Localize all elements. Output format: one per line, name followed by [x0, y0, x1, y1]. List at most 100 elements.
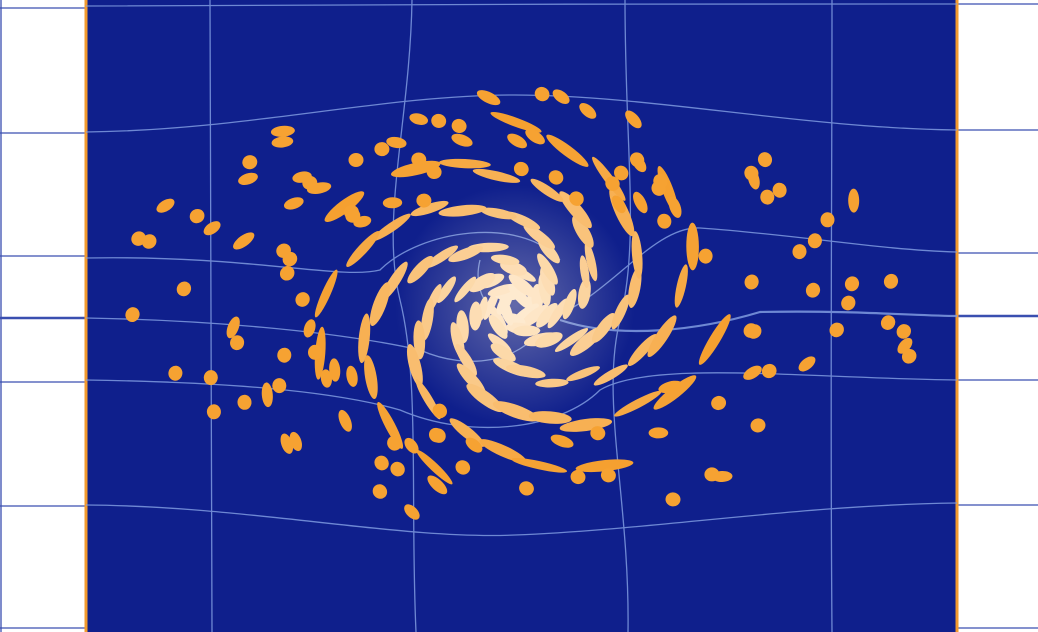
swirl-streak — [647, 315, 677, 358]
swirl-streak — [523, 223, 556, 250]
scatter-dot — [261, 382, 273, 408]
swirl-streak — [528, 411, 572, 424]
scatter-dot — [226, 316, 240, 339]
scatter-dot — [307, 344, 323, 360]
scatter-dot — [651, 181, 666, 196]
scatter-dot — [156, 198, 175, 213]
scatter-dot — [743, 323, 759, 338]
scatter-dot — [282, 251, 298, 267]
swirl-streak — [593, 364, 628, 386]
swirl-streak — [390, 160, 441, 178]
scatter-dot — [744, 274, 759, 290]
scatter-dot — [569, 191, 584, 206]
scatter-dot — [272, 378, 287, 394]
scatter-dot — [338, 409, 352, 432]
scatter-dot — [303, 319, 316, 338]
scatter-dot — [513, 161, 529, 177]
swirl-streak — [627, 334, 658, 366]
swirl-streak — [537, 253, 558, 285]
scatter-dot — [465, 437, 483, 453]
core-glow — [395, 185, 635, 425]
swirl-streak — [535, 378, 569, 388]
swirl-streak — [534, 332, 563, 348]
scatter-dot — [883, 273, 899, 289]
swirl-streak — [358, 313, 371, 364]
scatter-dot — [552, 89, 570, 104]
scatter-dot — [455, 460, 471, 475]
swirl-streak — [698, 314, 731, 365]
scatter-dot — [279, 266, 295, 281]
scatter-dot — [238, 172, 258, 186]
swirl-streak — [546, 134, 589, 167]
swirl-streak — [420, 298, 434, 341]
scatter-dot — [125, 307, 140, 322]
scatter-dot — [374, 142, 390, 157]
scatter-dot — [507, 133, 527, 149]
scatter-dot — [757, 152, 773, 168]
scatter-dot — [426, 164, 442, 180]
scatter-dot — [280, 433, 294, 454]
swirl-streak — [455, 343, 477, 376]
scatter-dot — [519, 481, 534, 496]
swirl-streak — [480, 207, 517, 220]
swirl-streak — [513, 325, 541, 337]
scatter-dot — [590, 426, 606, 441]
scatter-dot — [743, 365, 762, 380]
scatter-dot — [841, 295, 856, 311]
scatter-dot — [648, 427, 669, 439]
scatter-dot — [844, 276, 860, 292]
scatter-dot — [411, 152, 427, 167]
swirl-streak — [472, 168, 521, 183]
scatter-dot — [600, 468, 616, 483]
scatter-dot — [295, 292, 310, 307]
scatter-dot — [525, 128, 545, 145]
scatter-dot — [570, 469, 586, 485]
swirl-streak — [490, 343, 516, 362]
swirl-streak — [611, 294, 630, 330]
scatter-dot — [614, 165, 629, 181]
swirl-streak — [314, 269, 338, 318]
scatter-dot — [270, 125, 295, 137]
scatter-dot — [772, 182, 787, 198]
scatter-dot — [668, 196, 682, 218]
swirl-streak — [410, 200, 449, 217]
scatter-dot — [805, 282, 821, 298]
scatter-dot — [750, 418, 766, 433]
scatter-dot — [168, 365, 183, 381]
swirl-streak — [530, 178, 564, 202]
swirl-streak — [438, 204, 487, 217]
scatter-dot — [665, 492, 681, 507]
swirl-streak — [346, 231, 380, 267]
scatter-dot — [242, 155, 258, 170]
scatter-dot — [189, 208, 205, 224]
scatter-dot — [657, 213, 672, 229]
swirl-streak — [554, 328, 589, 352]
scatter-dot — [625, 110, 642, 129]
swirl-streak — [508, 274, 537, 298]
scatter-dot — [897, 337, 913, 354]
scatter-dot — [451, 133, 473, 147]
scatter-dot — [372, 484, 388, 499]
scatter-dot — [277, 347, 292, 363]
scatter-dot — [550, 434, 574, 448]
swirl-streak — [572, 215, 594, 248]
scatter-dot — [348, 152, 364, 168]
scatter-dot — [283, 197, 304, 210]
scatter-dot — [798, 356, 816, 372]
scatter-dot — [141, 234, 157, 249]
swirl-streak — [653, 375, 697, 410]
swirl-streak — [540, 266, 556, 296]
scatter-dot — [747, 169, 760, 190]
swirl-streak — [364, 355, 378, 400]
swirl-streak — [413, 320, 426, 360]
scatter-dot — [390, 461, 405, 477]
swirl-streak — [591, 312, 616, 343]
scatter-dot — [829, 322, 844, 338]
swirl-streak — [674, 264, 688, 308]
scatter-dot — [579, 103, 597, 119]
scatter-dot — [632, 155, 647, 173]
scatter-dot — [611, 195, 626, 214]
scatter-dot — [404, 504, 420, 520]
